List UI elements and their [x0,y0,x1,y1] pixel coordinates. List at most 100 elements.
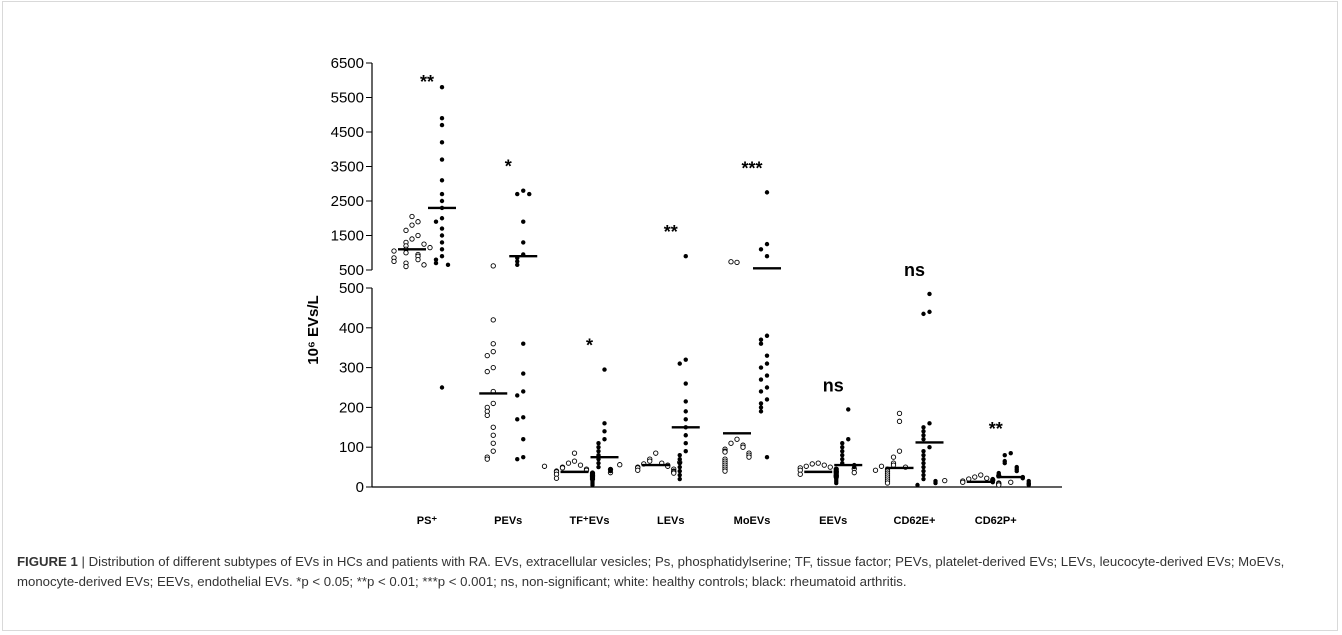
ra-point [608,468,613,474]
hc-point [415,219,421,225]
hc-point [896,410,903,417]
category-label: PS⁺ [417,515,438,527]
ra-point [921,464,926,470]
hc-point [960,479,966,485]
ra-point [840,445,845,450]
ra-point [1002,460,1007,466]
caption-label: FIGURE 1 [17,554,78,569]
ra-point [764,373,770,378]
hc-point [490,263,496,269]
ra-point [764,333,770,338]
category-label: TF⁺EVs [569,515,609,527]
ra-point [840,441,845,446]
hc-point [797,471,803,477]
y-tick-label-upper: 3500 [331,159,364,176]
category-label: MoEVs [734,515,771,527]
hc-point [884,480,891,486]
hc-point [734,436,740,442]
ra-point [683,417,688,422]
ra-point [834,480,839,486]
ra-point [515,191,520,197]
ra-point [439,84,445,90]
hc-point [851,470,857,476]
ra-point [915,482,920,488]
ra-point [439,191,445,197]
hc-point [565,460,572,466]
ra-point [677,468,682,474]
ra-point [439,247,445,252]
hc-point [815,460,821,466]
ra-point [515,417,520,422]
ra-point [439,233,445,238]
y-tick-label-lower: 300 [339,360,364,377]
hc-point [427,244,433,251]
ra-point [515,259,520,264]
hc-point [559,465,566,471]
hc-point [484,353,490,359]
significance-label: ns [823,375,844,395]
hc-point [490,349,496,355]
hc-point [415,256,421,263]
ra-point [596,460,601,466]
hc-point [541,463,548,469]
ra-point [764,361,770,366]
ra-point [840,456,845,462]
ra-point [677,476,682,482]
ra-point [764,397,770,402]
ra-point [445,262,451,268]
ra-point [683,433,688,438]
ra-point [439,140,445,145]
ra-point [1002,452,1007,458]
ra-point [758,389,764,394]
hc-point [391,248,397,254]
ra-point [439,116,445,121]
hc-point [722,449,728,455]
ra-point [758,365,764,370]
hc-point [571,450,578,456]
hc-point [490,364,496,371]
ra-point [515,262,520,268]
ra-point [521,454,526,460]
ra-point [596,441,601,446]
ra-point [683,357,688,362]
ra-point [933,480,938,486]
ra-point [521,188,526,193]
ra-point [764,241,770,247]
data-points [391,84,1031,488]
hc-point [728,440,734,446]
ra-point [921,433,926,438]
hc-point [746,454,752,460]
ra-point [602,421,607,426]
ra-point [846,407,851,412]
ra-point [921,448,926,454]
ra-point [521,240,526,245]
hc-point [490,424,496,430]
ra-point [602,367,607,372]
ra-point [683,254,688,259]
ra-point [840,448,845,454]
category-label: CD62E+ [894,515,936,527]
hc-point [809,461,815,467]
category-labels: PS⁺ PEVs TF⁺EVs LEVs MoEVs EEVs CD62E+ CD62P+ [417,515,1017,527]
ra-point [521,415,526,420]
hc-point [484,456,490,462]
category-label: EEVs [819,515,847,527]
y-tick-label-upper: 6500 [331,55,364,72]
hc-point [391,258,397,265]
ra-point [527,191,532,197]
ra-point [683,441,688,446]
ra-point [758,341,764,346]
category-label: LEVs [657,515,685,527]
mean-lines [398,206,1025,484]
ra-point [439,254,445,259]
hc-point [896,448,903,454]
ra-point [758,377,764,382]
hc-point [409,236,415,242]
caption-separator: | [81,554,85,569]
ra-point [1014,468,1019,474]
hc-point [635,467,641,473]
hc-point [1008,479,1014,485]
